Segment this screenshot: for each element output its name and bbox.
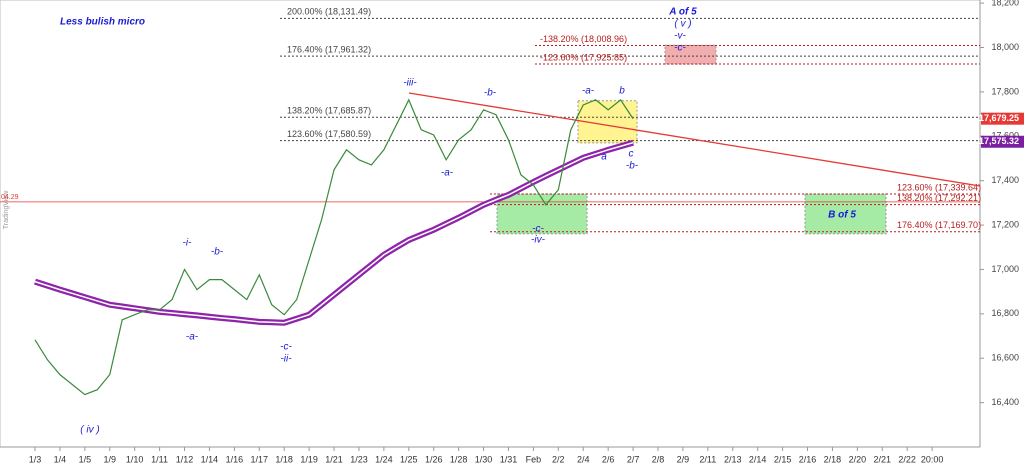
x-tick-label: 1/26 (425, 454, 443, 464)
wave-label: -b- (484, 88, 497, 99)
y-tick-label: 17,200 (991, 219, 1019, 229)
wave-label: -a- (186, 332, 199, 343)
zone-box (664, 44, 717, 65)
fib-label: 176.40% (17,169.70) (897, 220, 981, 230)
wave-label: -b- (626, 161, 639, 172)
x-tick-label: 2/6 (602, 454, 615, 464)
x-tick-label: 2/8 (652, 454, 665, 464)
x-tick-label: 1/31 (500, 454, 518, 464)
wave-label: -b- (211, 247, 224, 258)
wave-label: c (629, 149, 634, 160)
marker-label: 04.29 (1, 194, 19, 201)
x-tick-label: Feb (526, 454, 542, 464)
x-tick-label: 1/19 (300, 454, 318, 464)
x-tick-label: 1/23 (350, 454, 368, 464)
x-tick-label: 2/16 (799, 454, 817, 464)
zone-box (804, 193, 887, 235)
fib-label: 138.20% (17,685.87) (287, 106, 371, 116)
watermark: TradingView (3, 190, 10, 229)
y-tick-label: 17,600 (991, 131, 1019, 141)
wave-label: Less bulish micro (60, 17, 145, 28)
x-tick-label: 2/21 (874, 454, 892, 464)
y-tick-label: 17,400 (991, 175, 1019, 185)
wave-label: ( v ) (674, 19, 691, 30)
x-tick-label: 20:00 (921, 454, 944, 464)
x-tick-label: 1/28 (450, 454, 468, 464)
price-tag-label: 17,679.25 (979, 113, 1019, 123)
fib-label: -138.20% (18,008.96) (540, 34, 627, 44)
wave-label: a (601, 152, 607, 163)
y-tick-label: 18,000 (991, 42, 1019, 52)
x-tick-label: 2/20 (849, 454, 867, 464)
wave-label: -c- (280, 342, 292, 353)
x-tick-label: 1/30 (475, 454, 493, 464)
wave-label: -iii- (403, 78, 417, 89)
moving-average-core (34, 141, 634, 324)
wave-label: -i- (183, 238, 193, 249)
wave-label: ( iv ) (80, 425, 99, 436)
x-tick-label: 2/2 (552, 454, 565, 464)
wave-label: -ii- (280, 354, 292, 365)
wave-label: -c- (532, 224, 544, 235)
fib-label: 138.20% (17,292.21) (897, 193, 981, 203)
wave-label: b (619, 86, 625, 97)
x-tick-label: 1/21 (325, 454, 343, 464)
x-tick-label: 1/5 (79, 454, 92, 464)
fib-label: -123.60% (17,925.85) (540, 52, 627, 62)
price-tag (981, 135, 1024, 148)
x-tick-label: 1/17 (251, 454, 269, 464)
x-tick-label: 1/25 (400, 454, 418, 464)
wave-label: -iv- (531, 235, 546, 246)
y-tick-label: 18,200 (991, 0, 1019, 7)
zone-box (496, 193, 588, 235)
x-tick-label: 2/11 (699, 454, 716, 464)
x-tick-label: 2/7 (627, 454, 640, 464)
x-tick-label: 2/4 (577, 454, 590, 464)
price-line (34, 98, 634, 396)
y-tick-label: 16,800 (991, 308, 1019, 318)
x-tick-label: 2/22 (898, 454, 916, 464)
x-tick-label: 1/12 (176, 454, 194, 464)
x-tick-label: 1/14 (201, 454, 219, 464)
x-tick-label: 1/4 (54, 454, 67, 464)
trendline (408, 92, 981, 187)
price-tag (981, 112, 1024, 125)
wave-label: B of 5 (828, 210, 856, 221)
wave-label: -a- (582, 86, 595, 97)
x-tick-label: 2/15 (774, 454, 792, 464)
x-tick-label: 2/18 (824, 454, 842, 464)
y-tick-label: 16,400 (991, 397, 1019, 407)
fib-label: 176.40% (17,961.32) (287, 44, 371, 54)
y-tick-label: 16,600 (991, 353, 1019, 363)
x-tick-label: 2/14 (749, 454, 767, 464)
x-tick-label: 1/10 (126, 454, 144, 464)
fib-label: 123.60% (17,339.64) (897, 182, 981, 192)
wave-label: -v- (674, 31, 686, 42)
x-tick-label: 2/13 (724, 454, 742, 464)
x-tick-label: 1/24 (375, 454, 393, 464)
x-tick-label: 2/9 (677, 454, 690, 464)
x-tick-label: 1/18 (275, 454, 293, 464)
y-tick-label: 17,000 (991, 264, 1019, 274)
x-tick-label: 1/9 (104, 454, 117, 464)
x-tick-label: 1/3 (29, 454, 42, 464)
wave-label: -a- (441, 168, 454, 179)
price-tag-label: 17,575.32 (979, 136, 1019, 146)
fib-label: 200.00% (18,131.49) (287, 7, 371, 17)
wave-label: A of 5 (668, 7, 697, 18)
y-tick-label: 17,800 (991, 86, 1019, 96)
x-tick-label: 1/11 (151, 454, 168, 464)
x-tick-label: 1/16 (226, 454, 244, 464)
fib-label: 123.60% (17,580.59) (287, 129, 371, 139)
wave-label: -c- (674, 43, 686, 54)
